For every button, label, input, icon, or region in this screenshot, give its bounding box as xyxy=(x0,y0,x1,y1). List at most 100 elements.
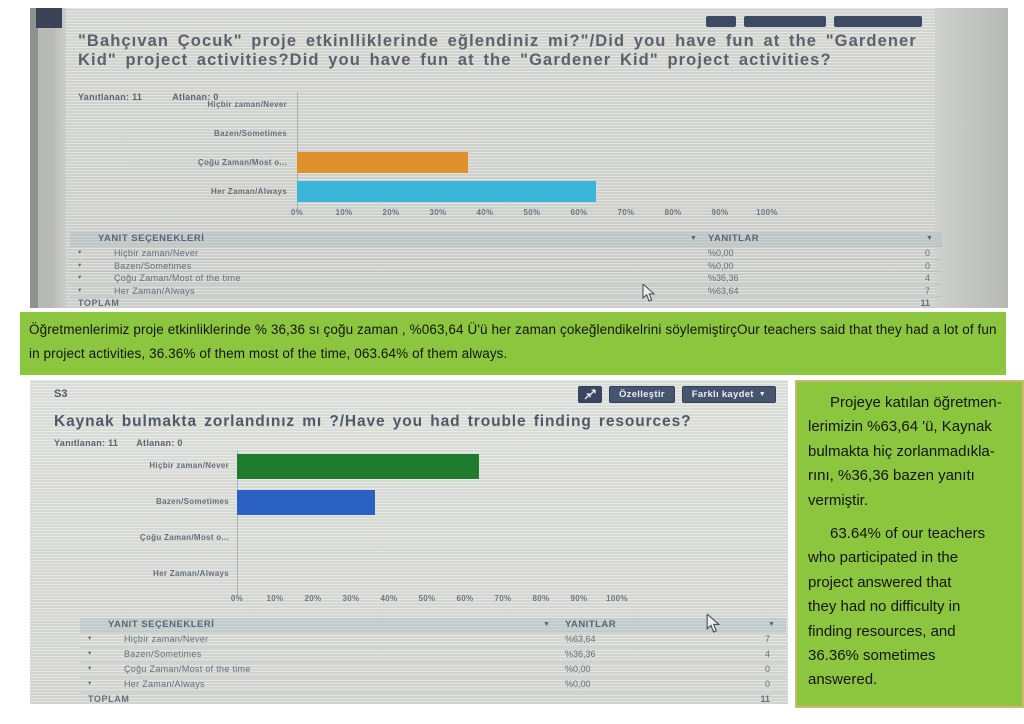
axis-tick: 70% xyxy=(617,208,635,217)
row-label: Her Zaman/Always xyxy=(124,679,205,689)
total-count: 11 xyxy=(920,298,930,308)
photo-corner-artifact xyxy=(36,8,62,28)
row-expand-caret-icon[interactable]: ▾ xyxy=(78,249,82,256)
axis-tick: 30% xyxy=(342,594,360,603)
bar-sometimes xyxy=(237,489,376,515)
row-count: 4 xyxy=(764,649,770,659)
row-expand-caret-icon[interactable]: ▾ xyxy=(78,261,82,269)
customize-label: Özelleştir xyxy=(618,389,665,400)
bar-track xyxy=(237,484,617,520)
question-title-2: Kaynak bulmakta zorlandınız mı ?/Have yo… xyxy=(54,413,692,430)
note2-line: vermiştir. xyxy=(808,491,868,509)
row-label: Her Zaman/Always xyxy=(114,285,195,296)
table-row: ▾ Çoğu Zaman/Most of the time %36,36 4 xyxy=(70,271,942,284)
bar-chart-2: Hiçbir zaman/Never Bazen/Sometimes Çoğu … xyxy=(30,448,628,604)
table-total-row: TOPLAM 11 xyxy=(80,692,786,704)
chart-axis-line xyxy=(297,92,298,210)
column-caret-icon[interactable]: ▼ xyxy=(926,235,934,242)
row-count: 0 xyxy=(924,248,930,258)
row-percent: %0,00 xyxy=(708,260,734,271)
bar-track xyxy=(297,148,767,177)
note2-line: 36.36% sometimes xyxy=(808,647,936,665)
axis-tick: 90% xyxy=(711,208,729,217)
table-total-row: TOPLAM 11 xyxy=(70,296,942,308)
bar-track xyxy=(297,90,767,119)
photo-edge-left xyxy=(30,8,66,308)
row-expand-caret-icon[interactable]: ▾ xyxy=(88,665,92,672)
bar-chart-1: Hiçbir zaman/Never Bazen/Sometimes Çoğu … xyxy=(30,90,778,218)
row-expand-caret-icon[interactable]: ▾ xyxy=(88,680,92,687)
axis-tick: 0% xyxy=(290,208,304,217)
toolbar: Özelleştir Farklı kaydet ▼ xyxy=(577,386,776,403)
annotation-note-2: Projeye katılan öğretmen- lerimizin %63,… xyxy=(795,380,1024,708)
column-header-options: YANIT SEÇENEKLERİ xyxy=(98,233,205,244)
row-count: 4 xyxy=(924,273,930,283)
axis-tick: 60% xyxy=(456,594,474,603)
table-row: ▾ Bazen/Sometimes %36,36 4 xyxy=(80,647,786,662)
total-count: 11 xyxy=(760,694,770,704)
category-label-most-of-the-time: Çoğu Zaman/Most o... xyxy=(139,533,229,542)
row-count: 0 xyxy=(764,679,770,689)
x-axis-ticks: 0% 10% 20% 30% 40% 50% 60% 70% 80% 90% 1… xyxy=(231,592,628,604)
note1-text: Öğretmenlerimiz proje etkinliklerinde % … xyxy=(29,322,997,361)
chart-row: Çoğu Zaman/Most o... xyxy=(30,520,617,556)
question-number-badge: S3 xyxy=(54,388,68,400)
row-percent: %0,00 xyxy=(708,248,734,258)
table-header: YANIT SEÇENEKLERİ ▼ YANITLAR ▼ xyxy=(80,618,786,632)
category-label-always: Her Zaman/Always xyxy=(153,569,229,578)
response-meta-2: Yanıtlanan: 11 Atlanan: 0 xyxy=(54,438,213,448)
answered-count-2: Yanıtlanan: 11 xyxy=(54,438,119,448)
mouse-cursor-icon xyxy=(706,614,721,633)
row-count: 7 xyxy=(924,285,930,296)
row-percent: %36,36 xyxy=(565,649,596,659)
export-button[interactable] xyxy=(577,386,602,403)
total-label: TOPLAM xyxy=(88,694,130,704)
row-expand-caret-icon[interactable]: ▾ xyxy=(88,635,92,642)
axis-tick: 60% xyxy=(570,208,588,217)
category-label-never: Hiçbir zaman/Never xyxy=(149,461,229,470)
column-caret-icon[interactable]: ▼ xyxy=(768,621,776,628)
chart-axis-line xyxy=(237,450,238,596)
bar-most-of-the-time xyxy=(297,152,468,173)
table-row: ▾ Bazen/Sometimes %0,00 0 xyxy=(70,258,942,272)
row-percent: %63,64 xyxy=(708,285,739,296)
cropped-toolbar-button-2[interactable] xyxy=(744,16,826,27)
save-as-button[interactable]: Farklı kaydet ▼ xyxy=(681,386,776,403)
cropped-toolbar-button-1[interactable] xyxy=(706,16,736,27)
cropped-toolbar-button-3[interactable] xyxy=(834,16,922,27)
bar-track xyxy=(237,556,617,592)
chart-row: Hiçbir zaman/Never xyxy=(30,90,767,119)
chart-row: Her Zaman/Always xyxy=(30,177,767,206)
response-meta-1: Yanıtlanan: 11 Atlanan: 0 xyxy=(78,92,249,102)
row-expand-caret-icon[interactable]: ▾ xyxy=(78,286,82,294)
row-expand-caret-icon[interactable]: ▾ xyxy=(78,274,82,281)
bar-track xyxy=(237,520,617,556)
bar-always xyxy=(297,181,597,202)
row-percent: %63,64 xyxy=(565,634,596,644)
axis-tick: 50% xyxy=(523,208,541,217)
row-label: Bazen/Sometimes xyxy=(114,260,192,271)
category-label-most-of-the-time: Çoğu Zaman/Most o... xyxy=(197,157,287,167)
row-count: 0 xyxy=(764,664,770,674)
axis-tick: 20% xyxy=(382,208,400,217)
chart-row: Bazen/Sometimes xyxy=(30,119,767,148)
row-expand-caret-icon[interactable]: ▾ xyxy=(88,650,92,657)
annotation-note-1: Öğretmenlerimiz proje etkinliklerinde % … xyxy=(20,312,1006,375)
question-title-1: "Bahçıvan Çocuk" proje etkinlliklerinde … xyxy=(78,32,917,70)
total-label: TOPLAM xyxy=(78,298,120,308)
bar-never xyxy=(237,453,479,479)
survey-screenshot-1: "Bahçıvan Çocuk" proje etkinlliklerinde … xyxy=(30,8,1008,308)
note2-line: they had no difficulty in xyxy=(808,598,961,616)
category-label-never: Hiçbir zaman/Never xyxy=(207,99,287,109)
axis-tick: 40% xyxy=(476,208,494,217)
table-row: ▾ Hiçbir zaman/Never %0,00 0 xyxy=(70,246,942,259)
table-row: ▾ Her Zaman/Always %63,64 7 xyxy=(70,283,942,297)
column-caret-icon[interactable]: ▼ xyxy=(690,235,698,242)
column-caret-icon[interactable]: ▼ xyxy=(543,621,551,628)
axis-tick: 100% xyxy=(756,208,778,217)
customize-button[interactable]: Özelleştir xyxy=(608,386,675,403)
survey-screenshot-2: S3 Özelleştir Farklı kaydet ▼ Kaynak bul… xyxy=(30,380,788,704)
mouse-cursor-icon xyxy=(642,284,656,302)
chart-row: Her Zaman/Always xyxy=(30,556,617,592)
chart-row: Hiçbir zaman/Never xyxy=(30,448,617,484)
